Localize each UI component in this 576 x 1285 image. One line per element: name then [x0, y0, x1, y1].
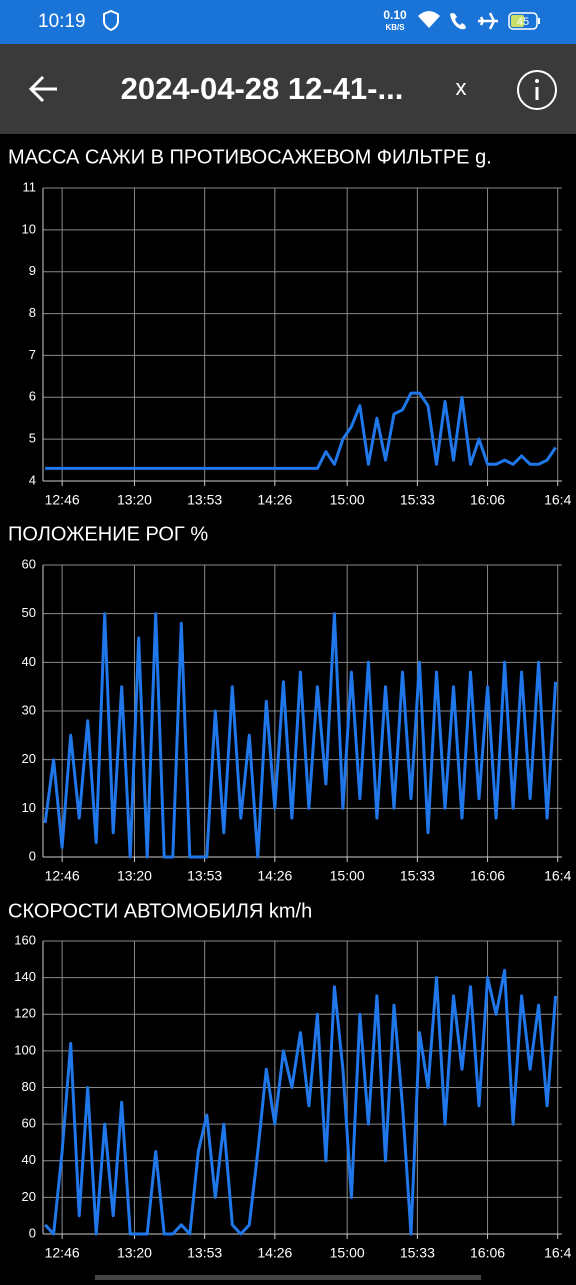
shield-icon: [103, 9, 119, 32]
y-tick-label: 80: [22, 1079, 36, 1094]
x-tick-label: 16:06: [470, 492, 505, 508]
y-tick-label: 0: [29, 848, 36, 863]
battery-level: [511, 15, 524, 27]
y-tick-label: 0: [29, 1225, 36, 1240]
data-line: [45, 391, 557, 470]
chart-title: СКОРОСТИ АВТОМОБИЛЯ km/h: [8, 900, 312, 922]
wifi-icon: [418, 11, 440, 28]
y-tick-label: 100: [14, 1042, 36, 1057]
close-button[interactable]: x: [456, 75, 467, 100]
y-tick-label: 7: [29, 347, 36, 362]
x-tick-label: 12:46: [45, 868, 80, 884]
x-tick-label: 13:53: [187, 1245, 222, 1261]
clock: 10:19: [38, 11, 86, 32]
x-tick-label: 16:4: [544, 492, 571, 508]
x-tick-label: 15:33: [400, 1245, 435, 1261]
y-tick-label: 10: [22, 800, 36, 815]
data-line: [43, 612, 558, 859]
x-tick-label: 16:4: [544, 868, 571, 884]
y-tick-label: 4: [29, 472, 36, 487]
y-tick-label: 60: [22, 556, 36, 571]
y-tick-label: 140: [14, 969, 36, 984]
y-tick-label: 40: [22, 1152, 36, 1167]
battery-icon: [508, 12, 538, 30]
info-glyph-dot: [535, 79, 539, 83]
y-tick-label: 9: [29, 263, 36, 278]
x-tick-label: 12:46: [45, 492, 80, 508]
data-line: [43, 968, 558, 1236]
y-tick-label: 30: [22, 702, 36, 717]
x-tick-label: 13:53: [187, 868, 222, 884]
app-bar: [0, 44, 576, 134]
back-button[interactable]: [28, 75, 57, 103]
x-tick-label: 13:20: [117, 492, 152, 508]
y-tick-label: 120: [14, 1006, 36, 1021]
y-tick-label: 11: [23, 179, 37, 194]
y-tick-label: 60: [22, 1116, 36, 1131]
y-tick-label: 10: [22, 221, 36, 236]
call-icon: [450, 13, 466, 30]
x-tick-label: 15:00: [330, 1245, 365, 1261]
x-tick-label: 15:33: [400, 868, 435, 884]
x-tick-label: 13:20: [117, 1245, 152, 1261]
scroll-indicator: [95, 1275, 481, 1280]
net-speed: 0.10: [383, 8, 407, 22]
chart-title: МАССА САЖИ В ПРОТИВОСАЖЕВОМ ФИЛЬТРЕ g.: [8, 146, 492, 168]
x-tick-label: 16:06: [470, 1245, 505, 1261]
airplane-icon: [478, 12, 498, 30]
y-tick-label: 8: [29, 305, 36, 320]
x-tick-label: 15:00: [330, 868, 365, 884]
y-tick-label: 20: [22, 1189, 36, 1204]
x-tick-label: 16:06: [470, 868, 505, 884]
x-tick-label: 14:26: [257, 492, 292, 508]
x-tick-label: 14:26: [257, 868, 292, 884]
y-tick-label: 40: [22, 654, 36, 669]
y-tick-label: 160: [14, 932, 36, 947]
x-tick-label: 14:26: [257, 1245, 292, 1261]
battery-tip: [538, 18, 540, 24]
chart-title: ПОЛОЖЕНИЕ РОГ %: [8, 523, 208, 545]
y-tick-label: 50: [22, 605, 36, 620]
x-tick-label: 15:00: [330, 492, 365, 508]
app-title: 2024-04-28 12-41-...: [121, 71, 404, 106]
info-glyph: [535, 87, 539, 100]
net-unit: KB/S: [385, 23, 405, 32]
x-tick-label: 16:4: [544, 1245, 571, 1261]
y-tick-label: 5: [29, 431, 36, 446]
y-tick-label: 6: [29, 389, 36, 404]
battery-percent: 45: [517, 16, 529, 28]
x-tick-label: 13:53: [187, 492, 222, 508]
y-tick-label: 20: [22, 751, 36, 766]
info-button[interactable]: [517, 70, 557, 110]
x-tick-label: 15:33: [400, 492, 435, 508]
x-tick-label: 13:20: [117, 868, 152, 884]
x-tick-label: 12:46: [45, 1245, 80, 1261]
